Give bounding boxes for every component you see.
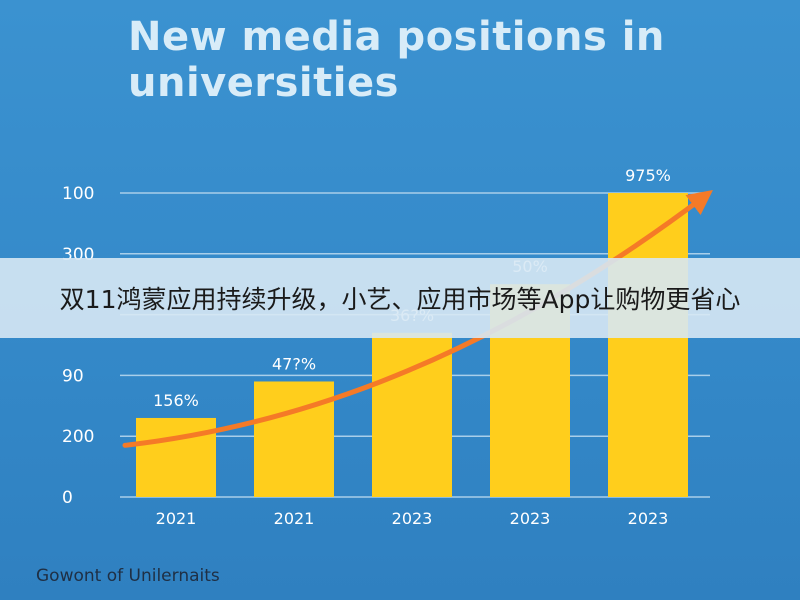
x-tick-label: 2023	[392, 509, 433, 528]
bar	[608, 193, 688, 497]
bar	[372, 332, 452, 497]
chart-footnote: Gowont of Unilernaits	[36, 566, 220, 586]
bar	[136, 417, 216, 497]
y-tick-label: 100	[62, 184, 94, 204]
overlay-banner: 双11鸿蒙应用持续升级，小艺、应用市场等App让购物更省心	[0, 258, 800, 338]
data-label: 975%	[625, 166, 671, 185]
banner-text: 双11鸿蒙应用持续升级，小艺、应用市场等App让购物更省心	[59, 285, 741, 314]
y-tick-label: 200	[62, 427, 94, 447]
x-tick-label: 2021	[156, 509, 197, 528]
trend-arrow	[122, 190, 713, 448]
x-tick-label: 2023	[628, 509, 669, 528]
data-label: 47?%	[272, 354, 316, 373]
x-tick-label: 2023	[510, 509, 551, 528]
y-tick-label: 90	[62, 366, 84, 386]
chart-title: New media positions in universities	[128, 14, 665, 106]
y-tick-label: 0	[62, 488, 73, 508]
x-tick-label: 2021	[274, 509, 315, 528]
data-label: 156%	[153, 391, 199, 410]
bar	[254, 381, 334, 497]
